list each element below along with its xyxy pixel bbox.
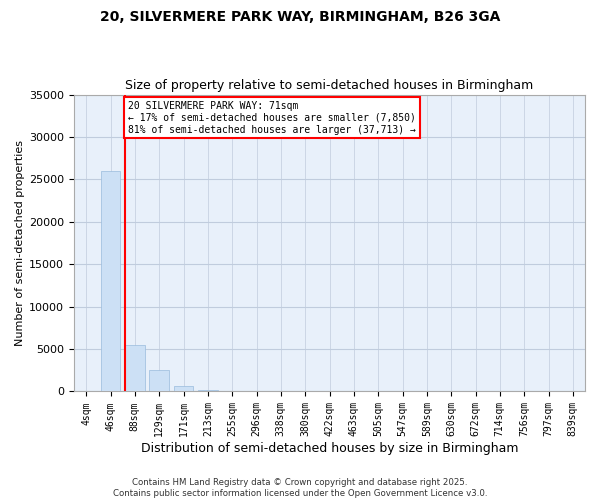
Text: Contains HM Land Registry data © Crown copyright and database right 2025.
Contai: Contains HM Land Registry data © Crown c… bbox=[113, 478, 487, 498]
Text: 20, SILVERMERE PARK WAY, BIRMINGHAM, B26 3GA: 20, SILVERMERE PARK WAY, BIRMINGHAM, B26… bbox=[100, 10, 500, 24]
X-axis label: Distribution of semi-detached houses by size in Birmingham: Distribution of semi-detached houses by … bbox=[141, 442, 518, 455]
Bar bbox=[149, 370, 169, 392]
Text: 20 SILVERMERE PARK WAY: 71sqm
← 17% of semi-detached houses are smaller (7,850)
: 20 SILVERMERE PARK WAY: 71sqm ← 17% of s… bbox=[128, 102, 416, 134]
Bar bbox=[125, 345, 145, 392]
Title: Size of property relative to semi-detached houses in Birmingham: Size of property relative to semi-detach… bbox=[125, 79, 533, 92]
Y-axis label: Number of semi-detached properties: Number of semi-detached properties bbox=[15, 140, 25, 346]
Bar bbox=[223, 391, 242, 392]
Bar bbox=[198, 390, 218, 392]
Bar bbox=[101, 171, 120, 392]
Bar bbox=[174, 386, 193, 392]
